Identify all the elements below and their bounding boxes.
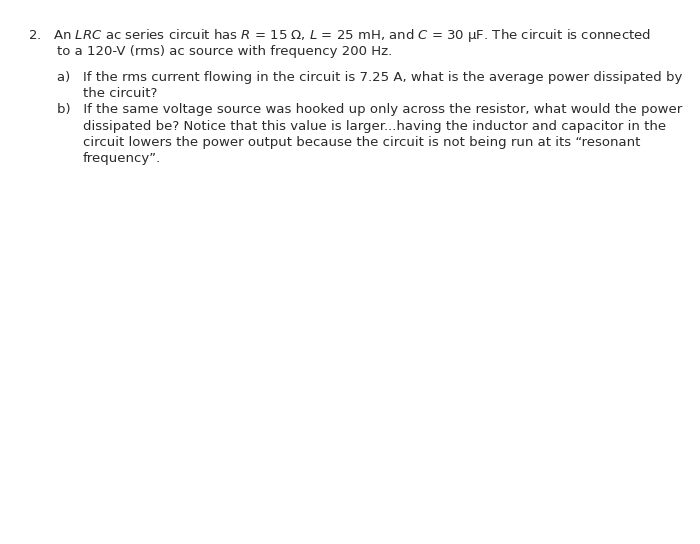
Text: to a 120-V (rms) ac source with frequency 200 Hz.: to a 120-V (rms) ac source with frequenc…	[57, 45, 393, 58]
Text: 2.   An $\mathit{LRC}$ ac series circuit has $R$ = 15 Ω, $L$ = 25 mH, and $C$ = : 2. An $\mathit{LRC}$ ac series circuit h…	[28, 27, 651, 44]
Text: the circuit?: the circuit?	[83, 87, 157, 100]
Text: frequency”.: frequency”.	[83, 152, 161, 165]
Text: b)   If the same voltage source was hooked up only across the resistor, what wou: b) If the same voltage source was hooked…	[57, 103, 682, 116]
Text: a)   If the rms current flowing in the circuit is 7.25 A, what is the average po: a) If the rms current flowing in the cir…	[57, 71, 682, 84]
Text: dissipated be? Notice that this value is larger...having the inductor and capaci: dissipated be? Notice that this value is…	[83, 120, 666, 133]
Text: circuit lowers the power output because the circuit is not being run at its “res: circuit lowers the power output because …	[83, 136, 640, 149]
